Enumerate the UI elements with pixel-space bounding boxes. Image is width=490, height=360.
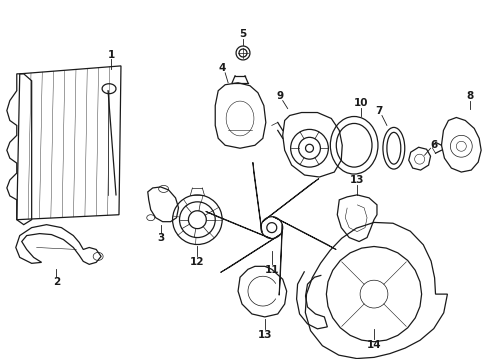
Text: 8: 8 [466, 91, 474, 101]
Text: 7: 7 [375, 105, 383, 116]
Text: 5: 5 [240, 29, 246, 39]
Text: 9: 9 [276, 91, 283, 101]
Text: 3: 3 [157, 233, 164, 243]
Text: 13: 13 [258, 330, 272, 340]
Text: 11: 11 [265, 265, 279, 275]
Text: 1: 1 [107, 50, 115, 60]
Text: 13: 13 [350, 175, 365, 185]
Text: 12: 12 [190, 257, 205, 267]
Text: 14: 14 [367, 340, 381, 350]
Text: 4: 4 [219, 63, 226, 73]
Text: 6: 6 [430, 140, 437, 150]
Text: 10: 10 [354, 98, 368, 108]
Text: 2: 2 [53, 277, 60, 287]
